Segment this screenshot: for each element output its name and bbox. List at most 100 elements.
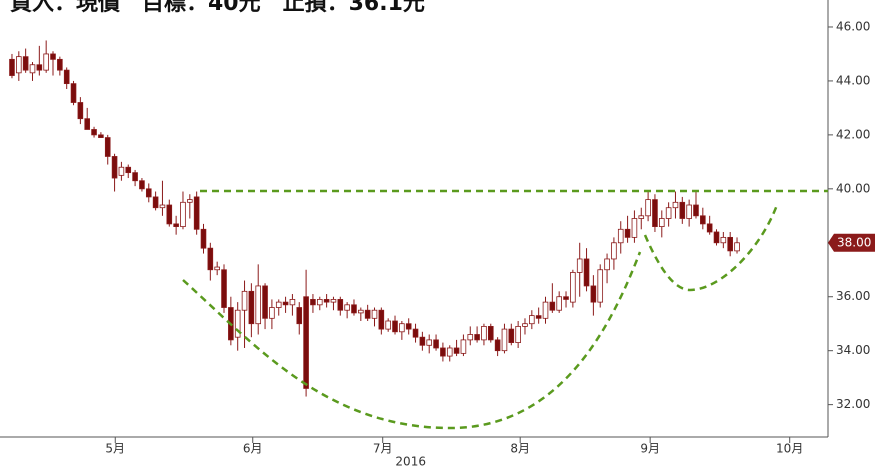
candle-body	[159, 204, 166, 209]
candle-body	[611, 242, 617, 260]
candle-body	[638, 215, 645, 219]
candle-body	[508, 328, 515, 343]
candle-body	[542, 301, 549, 319]
candle-body	[145, 188, 152, 198]
candle-body	[474, 334, 480, 341]
candle-body	[57, 58, 63, 71]
candle-body	[727, 236, 733, 252]
x-tick-label: 6月	[243, 442, 263, 456]
candle-body	[50, 53, 56, 60]
candle-body	[187, 199, 193, 203]
candle-body	[330, 299, 337, 303]
candle-body	[111, 156, 118, 179]
candle-body	[440, 347, 446, 357]
candle-body	[405, 323, 412, 330]
candle-body	[604, 258, 610, 271]
candle-body	[720, 236, 727, 244]
pattern-annotations	[182, 189, 828, 430]
candle-body	[248, 290, 255, 325]
candle-body	[269, 307, 275, 319]
candle-body	[570, 272, 576, 303]
candle-body	[672, 201, 679, 209]
candle-body	[358, 309, 364, 314]
candle-body	[139, 180, 145, 190]
candle-body	[453, 347, 460, 354]
candle-body	[378, 309, 385, 330]
candle-body	[556, 296, 562, 311]
candle-body	[125, 166, 132, 174]
y-tick-label: 32.00	[836, 397, 870, 411]
candle-body	[597, 269, 604, 303]
candle-body	[419, 336, 426, 346]
candle-body	[590, 285, 597, 303]
y-tick-label: 42.00	[836, 127, 870, 141]
y-tick-label: 36.00	[836, 289, 870, 303]
candle-body	[200, 228, 207, 249]
candle-body	[371, 309, 378, 319]
candle-body	[29, 64, 36, 74]
x-tick-label: 5月	[105, 442, 125, 456]
candle-body	[98, 134, 104, 138]
candle-body	[515, 326, 521, 343]
candle-body	[234, 309, 241, 338]
cup-curve	[182, 251, 642, 430]
candle-body	[16, 56, 22, 74]
candle-body	[282, 301, 289, 306]
candle-body	[706, 223, 713, 233]
candle-body	[36, 64, 43, 71]
candle-body	[487, 326, 494, 341]
candle-body	[275, 301, 282, 308]
x-tick-label: 9月	[640, 442, 660, 456]
candle-body	[344, 304, 350, 311]
candle-body	[700, 215, 706, 225]
candle-body	[576, 258, 583, 273]
candle-body	[132, 172, 138, 182]
y-tick-label: 44.00	[836, 73, 870, 87]
x-year-label: 2016	[395, 455, 426, 468]
candle-body	[166, 204, 173, 225]
candle-body	[645, 199, 651, 217]
candle-body	[467, 334, 474, 341]
candle-body	[63, 69, 70, 85]
candle-body	[563, 296, 569, 300]
y-tick-label: 40.00	[836, 181, 870, 195]
candle-body	[583, 258, 590, 287]
candle-body	[310, 299, 316, 306]
candle-body	[180, 201, 186, 227]
candle-body	[303, 296, 309, 389]
candle-body	[529, 315, 535, 325]
candle-body	[693, 204, 699, 217]
candle-body	[392, 320, 398, 333]
candle-body	[446, 347, 453, 357]
candle-body	[22, 56, 29, 71]
candle-body	[173, 223, 179, 227]
candle-body	[734, 242, 740, 252]
candle-body	[207, 247, 214, 271]
candle-body	[214, 266, 220, 271]
candle-body	[665, 207, 672, 219]
candle-body	[43, 53, 49, 71]
candle-body	[617, 228, 624, 244]
x-tick-label: 10月	[776, 442, 803, 456]
candle-body	[658, 218, 665, 227]
candle-body	[385, 320, 391, 330]
candle-body	[481, 326, 487, 341]
candle-body	[152, 196, 159, 209]
candle-body	[9, 58, 15, 76]
x-tick-label: 7月	[373, 442, 393, 456]
candle-body	[262, 285, 268, 319]
candle-body	[84, 118, 91, 130]
candle-body	[460, 339, 467, 354]
candle-body	[70, 83, 77, 103]
candle-body	[501, 328, 508, 352]
candle-body	[221, 269, 227, 308]
candle-body	[433, 339, 439, 349]
candle-body	[77, 102, 84, 120]
candle-body	[549, 301, 556, 311]
candle-body	[652, 199, 658, 227]
candle-body	[399, 323, 405, 333]
candle-body	[412, 328, 419, 338]
candle-body	[289, 299, 296, 306]
candle-body	[316, 299, 323, 306]
